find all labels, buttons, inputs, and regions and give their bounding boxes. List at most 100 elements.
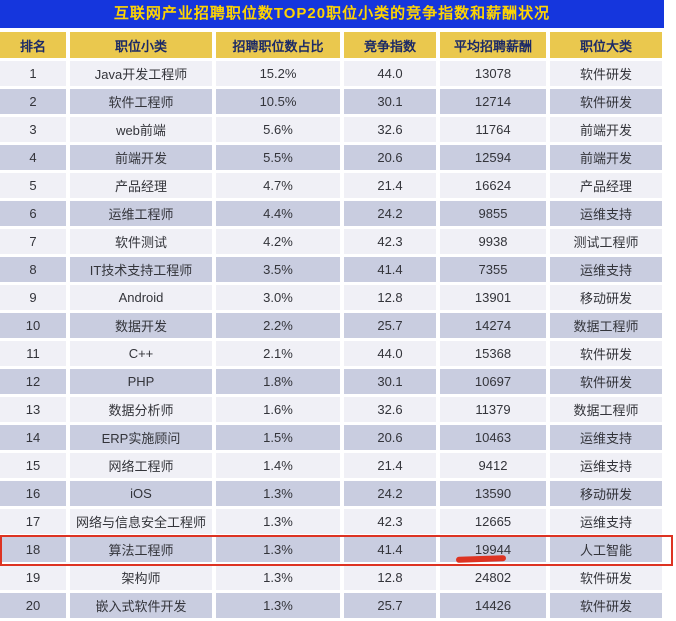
cell-avg-salary: 13901 (440, 285, 546, 310)
cell-job-title: PHP (70, 369, 212, 394)
cell-avg-salary: 12714 (440, 89, 546, 114)
cell-job-category: 移动研发 (550, 285, 662, 310)
cell-job-category: 运维支持 (550, 257, 662, 282)
cell-job-category: 软件研发 (550, 593, 662, 618)
cell-competition-index: 41.4 (344, 257, 436, 282)
cell-avg-salary: 9412 (440, 453, 546, 478)
column-header-job-title: 职位小类 (70, 32, 212, 58)
data-table: 排名 职位小类 招聘职位数占比 竞争指数 平均招聘薪酬 职位大类 1 Java开发… (0, 32, 662, 618)
cell-competition-index: 25.7 (344, 313, 436, 338)
cell-job-title: IT技术支持工程师 (70, 257, 212, 282)
cell-competition-index: 21.4 (344, 453, 436, 478)
cell-competition-index: 30.1 (344, 369, 436, 394)
cell-rank: 13 (0, 397, 66, 422)
cell-job-share: 1.3% (216, 593, 340, 618)
cell-competition-index: 32.6 (344, 117, 436, 142)
cell-competition-index: 44.0 (344, 341, 436, 366)
cell-avg-salary: 12594 (440, 145, 546, 170)
cell-competition-index: 30.1 (344, 89, 436, 114)
column-header-job-category: 职位大类 (550, 32, 662, 58)
cell-rank: 17 (0, 509, 66, 534)
cell-job-share: 1.3% (216, 481, 340, 506)
cell-competition-index: 24.2 (344, 481, 436, 506)
cell-job-category: 测试工程师 (550, 229, 662, 254)
cell-job-share: 1.6% (216, 397, 340, 422)
cell-job-share: 4.7% (216, 173, 340, 198)
cell-job-share: 3.0% (216, 285, 340, 310)
cell-job-title: iOS (70, 481, 212, 506)
cell-job-title: 软件测试 (70, 229, 212, 254)
cell-job-title: 软件工程师 (70, 89, 212, 114)
column-header-avg-salary: 平均招聘薪酬 (440, 32, 546, 58)
cell-rank: 7 (0, 229, 66, 254)
cell-competition-index: 12.8 (344, 565, 436, 590)
cell-avg-salary: 9855 (440, 201, 546, 226)
cell-job-category: 运维支持 (550, 509, 662, 534)
cell-job-share: 1.8% (216, 369, 340, 394)
cell-job-category: 软件研发 (550, 89, 662, 114)
cell-avg-salary: 19944 (440, 537, 546, 562)
cell-job-title: 前端开发 (70, 145, 212, 170)
cell-competition-index: 20.6 (344, 145, 436, 170)
cell-job-category: 运维支持 (550, 453, 662, 478)
column-header-job-share: 招聘职位数占比 (216, 32, 340, 58)
cell-avg-salary: 11379 (440, 397, 546, 422)
cell-job-share: 1.3% (216, 509, 340, 534)
cell-job-title: 算法工程师 (70, 537, 212, 562)
cell-job-share: 2.1% (216, 341, 340, 366)
cell-avg-salary: 7355 (440, 257, 546, 282)
cell-job-share: 1.5% (216, 425, 340, 450)
cell-job-category: 数据工程师 (550, 313, 662, 338)
cell-job-title: 网络与信息安全工程师 (70, 509, 212, 534)
cell-rank: 4 (0, 145, 66, 170)
cell-rank: 2 (0, 89, 66, 114)
cell-rank: 8 (0, 257, 66, 282)
cell-job-category: 前端开发 (550, 117, 662, 142)
cell-job-title: Android (70, 285, 212, 310)
cell-rank: 11 (0, 341, 66, 366)
cell-avg-salary: 10463 (440, 425, 546, 450)
cell-job-category: 数据工程师 (550, 397, 662, 422)
cell-rank: 15 (0, 453, 66, 478)
cell-competition-index: 42.3 (344, 229, 436, 254)
cell-job-title: 网络工程师 (70, 453, 212, 478)
cell-job-share: 1.4% (216, 453, 340, 478)
cell-avg-salary: 16624 (440, 173, 546, 198)
cell-avg-salary: 14274 (440, 313, 546, 338)
cell-job-share: 1.3% (216, 565, 340, 590)
cell-job-category: 人工智能 (550, 537, 662, 562)
cell-rank: 20 (0, 593, 66, 618)
cell-rank: 19 (0, 565, 66, 590)
cell-avg-salary: 9938 (440, 229, 546, 254)
cell-competition-index: 42.3 (344, 509, 436, 534)
cell-job-title: 运维工程师 (70, 201, 212, 226)
cell-job-title: 数据分析师 (70, 397, 212, 422)
column-header-competition-index: 竞争指数 (344, 32, 436, 58)
cell-job-share: 2.2% (216, 313, 340, 338)
cell-job-title: 产品经理 (70, 173, 212, 198)
cell-rank: 9 (0, 285, 66, 310)
cell-competition-index: 25.7 (344, 593, 436, 618)
cell-job-share: 10.5% (216, 89, 340, 114)
cell-job-share: 4.4% (216, 201, 340, 226)
cell-job-title: C++ (70, 341, 212, 366)
cell-rank: 6 (0, 201, 66, 226)
cell-avg-salary: 11764 (440, 117, 546, 142)
cell-job-title: Java开发工程师 (70, 61, 212, 86)
cell-rank: 14 (0, 425, 66, 450)
cell-rank: 5 (0, 173, 66, 198)
cell-job-share: 15.2% (216, 61, 340, 86)
cell-rank: 1 (0, 61, 66, 86)
column-header-rank: 排名 (0, 32, 66, 58)
cell-job-category: 软件研发 (550, 341, 662, 366)
cell-job-title: 数据开发 (70, 313, 212, 338)
cell-job-share: 3.5% (216, 257, 340, 282)
cell-avg-salary: 13078 (440, 61, 546, 86)
cell-rank: 3 (0, 117, 66, 142)
cell-job-title: ERP实施顾问 (70, 425, 212, 450)
cell-competition-index: 24.2 (344, 201, 436, 226)
cell-competition-index: 12.8 (344, 285, 436, 310)
cell-competition-index: 32.6 (344, 397, 436, 422)
cell-avg-salary: 12665 (440, 509, 546, 534)
cell-job-category: 软件研发 (550, 61, 662, 86)
